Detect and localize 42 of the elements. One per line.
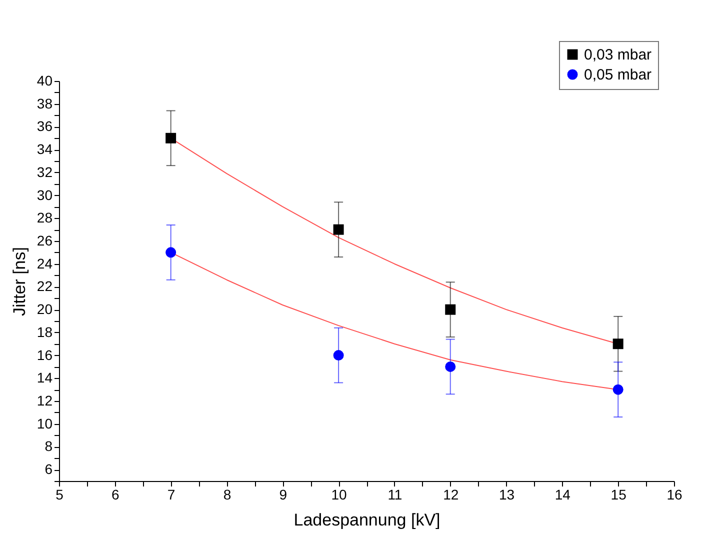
y-tick-label: 12 [36, 392, 53, 408]
x-tick-label: 15 [610, 486, 627, 502]
y-tick-label: 6 [44, 461, 53, 478]
point [333, 350, 344, 361]
y-tick-label: 38 [36, 95, 53, 112]
x-tick-label: 5 [56, 486, 64, 502]
y-tick-label: 34 [36, 141, 53, 158]
legend-label: 0,03 mbar [584, 46, 652, 64]
x-tick-label: 6 [112, 486, 120, 502]
x-tick-label: 9 [279, 486, 288, 502]
point [612, 338, 624, 350]
x-axis-title: Ladespannung [kV] [294, 510, 440, 530]
y-tick-label: 28 [36, 210, 53, 226]
y-tick-label: 40 [36, 72, 53, 88]
x-tick-label: 13 [498, 486, 515, 502]
x-tick-label: 12 [443, 486, 459, 502]
y-tick-label: 24 [36, 255, 53, 272]
y-tick-label: 8 [44, 438, 53, 454]
point [166, 132, 176, 144]
point [166, 247, 176, 258]
y-tick-label: 22 [36, 278, 53, 294]
y-tick-label: 16 [36, 346, 53, 363]
y-tick-label: 30 [36, 186, 53, 203]
y-tick-label: 20 [36, 301, 53, 318]
point [612, 384, 624, 395]
point [445, 361, 456, 372]
y-tick-label: 10 [36, 415, 53, 432]
x-tick-label: 10 [331, 486, 348, 502]
x-tick-label: 7 [167, 486, 176, 502]
y-tick-label: 32 [36, 164, 53, 180]
y-tick-label: 36 [36, 118, 53, 134]
x-tick-label: 8 [223, 486, 232, 502]
point [333, 224, 344, 235]
x-tick-label: 11 [388, 486, 402, 502]
y-tick-label: 14 [36, 370, 53, 386]
x-tick-label: 14 [554, 486, 571, 502]
y-tick-label: 18 [36, 324, 53, 340]
point [445, 304, 456, 315]
y-tick-label: 26 [36, 232, 53, 248]
legend-label: 0,05 mbar [584, 66, 652, 84]
x-tick-label: 16 [666, 486, 682, 502]
y-axis-title: Jitter [ns] [10, 247, 29, 316]
